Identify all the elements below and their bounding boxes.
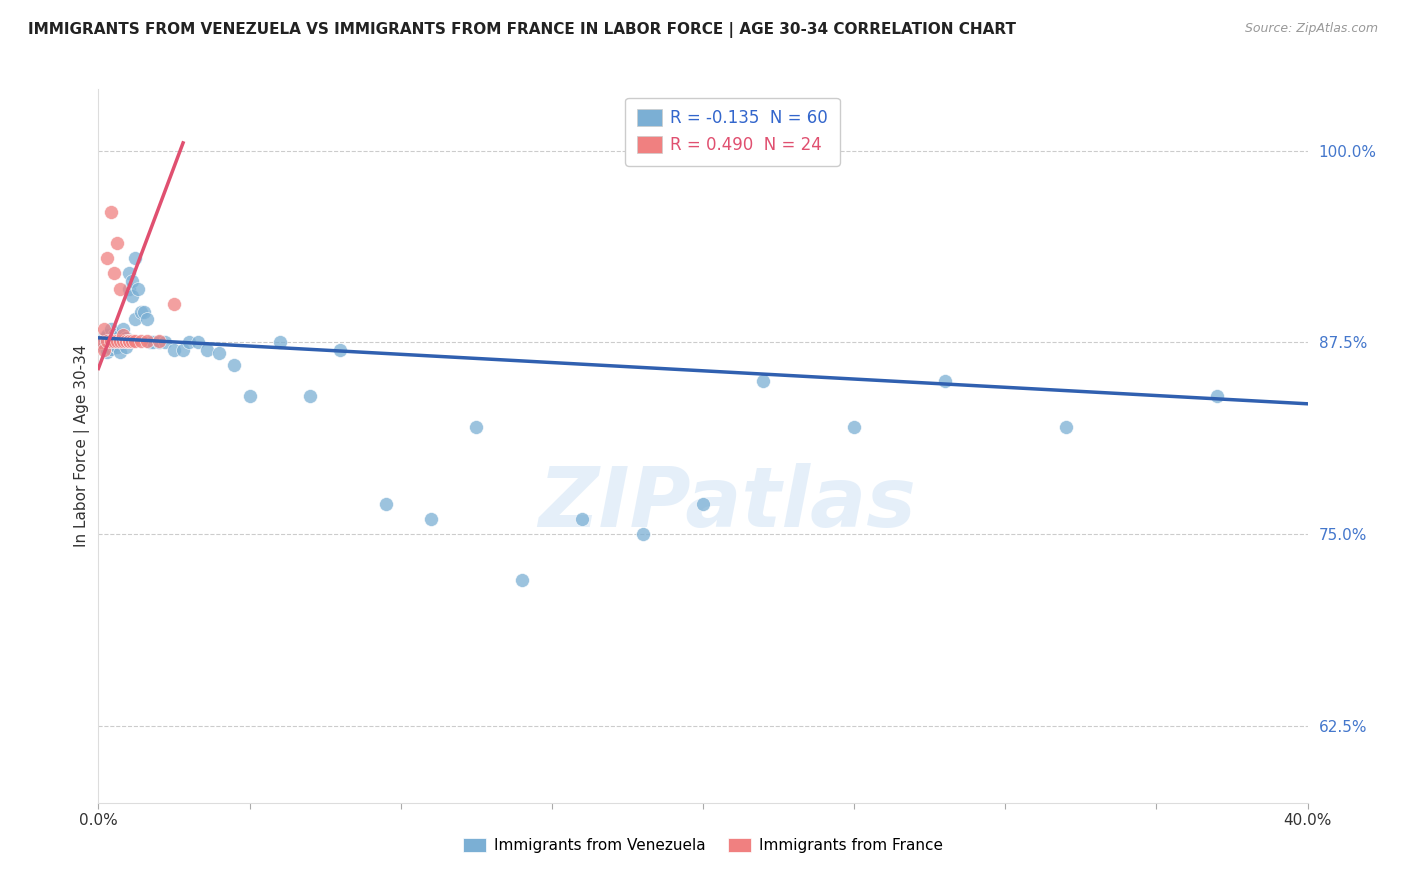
Point bbox=[124, 334, 146, 348]
Point bbox=[100, 205, 122, 219]
Point bbox=[127, 282, 149, 296]
Point bbox=[90, 335, 112, 350]
Point bbox=[148, 335, 170, 350]
Point bbox=[374, 497, 396, 511]
Point bbox=[100, 334, 122, 348]
Point bbox=[129, 304, 152, 318]
Point bbox=[105, 340, 128, 354]
Point bbox=[111, 334, 134, 348]
Point bbox=[510, 574, 533, 588]
Point bbox=[631, 527, 654, 541]
Point bbox=[179, 335, 201, 350]
Point bbox=[187, 335, 209, 350]
Point bbox=[132, 304, 155, 318]
Point bbox=[571, 512, 593, 526]
Legend: Immigrants from Venezuela, Immigrants from France: Immigrants from Venezuela, Immigrants fr… bbox=[457, 832, 949, 859]
Point bbox=[111, 321, 134, 335]
Point bbox=[118, 282, 141, 296]
Point bbox=[93, 321, 115, 335]
Point bbox=[121, 289, 143, 303]
Point bbox=[111, 331, 134, 345]
Point bbox=[124, 312, 146, 326]
Point bbox=[208, 346, 231, 360]
Point bbox=[100, 321, 122, 335]
Point bbox=[96, 251, 118, 265]
Point bbox=[103, 335, 125, 350]
Y-axis label: In Labor Force | Age 30-34: In Labor Force | Age 30-34 bbox=[75, 344, 90, 548]
Point bbox=[108, 282, 131, 296]
Point bbox=[124, 251, 146, 265]
Point bbox=[195, 343, 218, 357]
Point bbox=[108, 334, 131, 348]
Point bbox=[934, 374, 956, 388]
Point bbox=[172, 343, 194, 357]
Point bbox=[103, 338, 125, 352]
Point bbox=[100, 342, 122, 356]
Point bbox=[142, 335, 165, 350]
Point bbox=[299, 389, 322, 403]
Point bbox=[96, 334, 118, 348]
Point bbox=[108, 344, 131, 359]
Point bbox=[135, 312, 157, 326]
Point bbox=[420, 512, 443, 526]
Point bbox=[139, 335, 162, 350]
Point bbox=[692, 497, 714, 511]
Point bbox=[844, 419, 866, 434]
Point bbox=[105, 334, 128, 348]
Point bbox=[114, 331, 136, 345]
Point bbox=[135, 334, 157, 348]
Point bbox=[752, 374, 775, 388]
Point bbox=[1054, 419, 1077, 434]
Point bbox=[105, 331, 128, 345]
Point bbox=[108, 327, 131, 342]
Point bbox=[148, 334, 170, 348]
Point bbox=[103, 334, 125, 348]
Point bbox=[105, 334, 128, 348]
Point bbox=[96, 344, 118, 359]
Point bbox=[96, 334, 118, 348]
Text: ZIPatlas: ZIPatlas bbox=[538, 463, 917, 543]
Point bbox=[153, 335, 176, 350]
Point bbox=[93, 331, 115, 345]
Point bbox=[121, 334, 143, 348]
Text: Source: ZipAtlas.com: Source: ZipAtlas.com bbox=[1244, 22, 1378, 36]
Point bbox=[103, 266, 125, 280]
Point bbox=[329, 343, 352, 357]
Point bbox=[90, 335, 112, 350]
Point bbox=[111, 327, 134, 342]
Point bbox=[111, 334, 134, 348]
Point bbox=[118, 334, 141, 348]
Point bbox=[114, 340, 136, 354]
Point bbox=[269, 335, 291, 350]
Point bbox=[108, 335, 131, 350]
Point bbox=[93, 340, 115, 354]
Text: IMMIGRANTS FROM VENEZUELA VS IMMIGRANTS FROM FRANCE IN LABOR FORCE | AGE 30-34 C: IMMIGRANTS FROM VENEZUELA VS IMMIGRANTS … bbox=[28, 22, 1017, 38]
Point bbox=[118, 266, 141, 280]
Point bbox=[129, 334, 152, 348]
Point bbox=[163, 297, 186, 311]
Point bbox=[103, 327, 125, 342]
Point bbox=[121, 274, 143, 288]
Point bbox=[239, 389, 262, 403]
Point bbox=[114, 334, 136, 348]
Point bbox=[1206, 389, 1229, 403]
Point bbox=[118, 334, 141, 348]
Point bbox=[100, 332, 122, 346]
Point bbox=[224, 359, 246, 373]
Point bbox=[105, 235, 128, 250]
Point bbox=[96, 327, 118, 342]
Point bbox=[93, 343, 115, 357]
Point bbox=[163, 343, 186, 357]
Point bbox=[465, 419, 488, 434]
